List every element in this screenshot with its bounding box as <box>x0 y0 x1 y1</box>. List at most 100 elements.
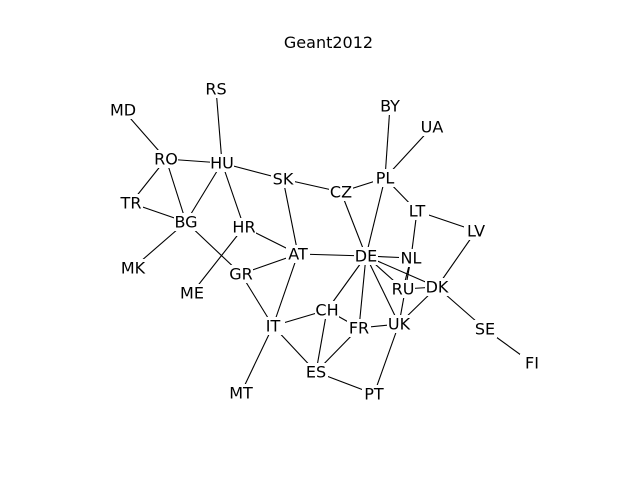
edge-hu-hr <box>221 162 245 228</box>
node-label: UA <box>421 118 444 137</box>
node-cz: CZ <box>329 183 353 202</box>
node-label-background <box>210 154 234 172</box>
node-label: FR <box>349 319 369 338</box>
node-gr: GR <box>229 265 253 284</box>
node-label: CZ <box>330 183 352 202</box>
edge-layer <box>122 88 533 395</box>
node-label-background <box>111 101 135 119</box>
node-label-background <box>520 354 544 372</box>
node-label-background <box>473 320 497 338</box>
node-label-background <box>154 150 178 168</box>
node-hu: HU <box>210 154 234 173</box>
node-label: NL <box>401 249 422 268</box>
node-fi: FI <box>520 354 544 373</box>
graph-title: Geant2012 <box>283 33 374 52</box>
node-label: SK <box>273 170 294 189</box>
node-label-background <box>204 80 228 98</box>
node-label: MD <box>110 101 136 120</box>
node-dk: DK <box>425 278 449 297</box>
node-label-background <box>373 169 397 187</box>
node-layer: MD RS BY UA RO HU SK CZ PL TR BG HR LT LV MK GR AT DE NL ME… <box>110 80 544 404</box>
node-label-background <box>286 245 310 263</box>
node-mt: MT <box>229 384 253 403</box>
node-label: LV <box>467 222 485 241</box>
node-se: SE <box>473 320 497 339</box>
node-by: BY <box>378 97 402 116</box>
node-label: IT <box>266 317 281 336</box>
node-label-background <box>378 97 402 115</box>
edge-hu-bg <box>185 162 223 223</box>
node-ch: CH <box>315 301 339 320</box>
node-es: ES <box>304 363 328 382</box>
node-sk: SK <box>271 170 295 189</box>
node-label: HR <box>232 218 255 237</box>
node-label: BG <box>174 213 197 232</box>
node-label: TR <box>120 194 142 213</box>
node-label: RO <box>154 150 178 169</box>
node-hr: HR <box>232 218 256 237</box>
edge-ro-bg <box>165 158 187 223</box>
node-fr: FR <box>347 319 371 338</box>
node-label-background <box>232 218 256 236</box>
node-label-background <box>121 259 145 277</box>
node-label: PL <box>376 169 395 188</box>
node-label: DE <box>355 247 377 266</box>
node-it: IT <box>261 317 285 336</box>
node-label: PT <box>364 385 384 404</box>
node-label-background <box>399 249 423 267</box>
edge-de-uk <box>365 255 400 325</box>
node-label: RS <box>205 80 226 99</box>
edge-cz-de <box>340 191 367 257</box>
node-me: ME <box>180 284 204 303</box>
edge-uk-pt <box>373 323 400 395</box>
node-label: ME <box>180 284 204 303</box>
node-label: BY <box>380 97 400 116</box>
edge-at-it <box>272 253 299 327</box>
node-label-background <box>464 222 488 240</box>
node-label-background <box>174 213 198 231</box>
node-label-background <box>261 317 285 335</box>
edge-pl-de <box>365 177 386 257</box>
edge-hr-me <box>191 226 245 294</box>
node-tr: TR <box>119 194 143 213</box>
edge-ch-es <box>315 309 328 373</box>
node-label-background <box>405 202 429 220</box>
node-pt: PT <box>362 385 386 404</box>
node-label-background <box>229 384 253 402</box>
edge-it-mt <box>240 325 274 394</box>
node-de: DE <box>354 247 378 266</box>
node-label-background <box>271 170 295 188</box>
node-label-background <box>315 301 339 319</box>
node-label-background <box>229 265 253 283</box>
node-label: UK <box>388 315 411 334</box>
node-label: SE <box>475 320 495 339</box>
node-lv: LV <box>464 222 488 241</box>
node-label: DK <box>426 278 449 297</box>
node-label-background <box>391 280 415 298</box>
node-label: GR <box>229 265 253 284</box>
node-label: MK <box>121 259 146 278</box>
node-ua: UA <box>420 118 444 137</box>
node-label-background <box>119 194 143 212</box>
node-ro: RO <box>154 150 178 169</box>
node-label-background <box>354 247 378 265</box>
node-label-background <box>304 363 328 381</box>
node-label-background <box>329 183 353 201</box>
node-label-background <box>347 319 371 337</box>
node-label: LT <box>409 202 426 221</box>
edge-lv-dk <box>436 230 477 288</box>
node-ru: RU <box>391 280 415 299</box>
node-at: AT <box>286 245 310 264</box>
node-nl: NL <box>399 249 423 268</box>
node-uk: UK <box>387 315 411 334</box>
node-mk: MK <box>121 259 146 278</box>
node-pl: PL <box>373 169 397 188</box>
node-md: MD <box>110 101 136 120</box>
node-label: AT <box>288 245 308 264</box>
edge-rs-hu <box>215 88 223 164</box>
node-label: FI <box>525 354 539 373</box>
node-bg: BG <box>174 213 198 232</box>
node-label-background <box>387 315 411 333</box>
node-label: MT <box>229 384 253 403</box>
